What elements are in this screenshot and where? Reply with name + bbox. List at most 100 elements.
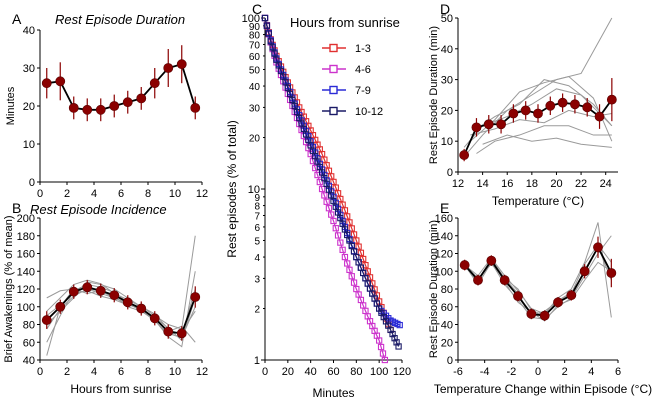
series-7-9: [261, 14, 403, 329]
y-tick-label: 40: [249, 82, 261, 93]
chart-title: Rest Episode Duration: [55, 12, 185, 27]
data-point: [508, 108, 519, 119]
x-tick-label: 6: [118, 366, 124, 378]
y-axis-label: Rest episodes (% of total): [225, 120, 239, 257]
y-tick-label: 9: [254, 193, 260, 204]
y-tick-label: 40: [441, 44, 453, 56]
data-point: [389, 330, 396, 338]
data-point: [350, 279, 358, 286]
y-tick-label: 70: [249, 40, 261, 51]
data-point: [286, 90, 294, 98]
data-point: [499, 275, 510, 286]
data-point: [321, 192, 328, 199]
data-point: [346, 219, 353, 226]
data-point: [353, 237, 360, 244]
x-tick-label: 0: [262, 366, 268, 378]
individual-line: [470, 109, 612, 136]
x-tick-label: 120: [393, 366, 411, 378]
series-line: [46, 63, 197, 111]
x-tick-label: 16: [501, 178, 513, 190]
data-point: [328, 211, 335, 218]
data-point: [579, 266, 590, 277]
data-point: [316, 178, 323, 186]
y-tick-label: 140: [435, 231, 453, 243]
legend-item: 7-9: [322, 85, 371, 97]
x-tick-label: 8: [145, 366, 151, 378]
data-point: [360, 255, 367, 263]
legend-label: 7-9: [355, 85, 371, 97]
data-point: [346, 266, 353, 273]
x-tick-label: 8: [145, 188, 151, 200]
x-tick-label: 24: [600, 178, 612, 190]
data-point: [606, 94, 617, 105]
y-tick-label: 2: [254, 305, 260, 316]
data-point: [82, 282, 93, 293]
data-point: [176, 328, 187, 339]
y-tick-label: 30: [441, 75, 453, 87]
data-point: [364, 268, 371, 275]
data-point: [473, 275, 483, 286]
data-point: [539, 310, 550, 321]
data-point: [339, 246, 346, 253]
individual-line: [476, 125, 612, 154]
data-point: [267, 38, 274, 45]
data-point: [332, 225, 339, 232]
panel-letter-e: E: [440, 200, 449, 216]
data-point: [55, 76, 66, 87]
y-tick-label: 10: [441, 136, 453, 148]
y-tick-label: 100: [435, 266, 453, 278]
y-tick-label: 90: [249, 22, 261, 33]
x-axis-label: Temperature (°C): [492, 194, 584, 208]
x-tick-label: 10: [169, 366, 181, 378]
data-point: [513, 291, 523, 301]
data-point: [163, 63, 174, 73]
data-point: [594, 111, 605, 122]
data-point: [533, 108, 543, 119]
data-point: [149, 313, 160, 324]
data-point: [486, 255, 497, 266]
data-point: [355, 243, 362, 250]
x-tick-label: 12: [196, 188, 208, 200]
data-point: [163, 326, 174, 337]
data-point: [68, 286, 79, 297]
data-point: [263, 22, 271, 29]
data-point: [379, 350, 387, 357]
legend-swatch-marker: [329, 43, 338, 53]
data-point: [109, 290, 120, 301]
x-tick-label: 12: [196, 366, 208, 378]
individual-line: [482, 134, 612, 148]
y-tick-label: 40: [23, 355, 35, 367]
x-tick-label: 12: [452, 178, 464, 190]
x-tick-label: 100: [370, 366, 388, 378]
y-tick-label: 1: [254, 355, 260, 367]
y-tick-label: 30: [249, 103, 261, 114]
y-axis-label: Minutes: [5, 86, 17, 125]
data-point: [391, 335, 398, 342]
x-tick-label: 4: [91, 366, 97, 378]
data-point: [318, 185, 326, 193]
x-tick-label: 10: [169, 188, 181, 200]
y-tick-label: 7: [254, 211, 260, 222]
x-tick-label: 2: [64, 366, 70, 378]
data-point: [483, 119, 494, 130]
y-tick-label: 20: [441, 337, 453, 349]
data-point: [176, 59, 187, 70]
data-point: [341, 207, 349, 214]
y-tick-label: 10: [23, 139, 35, 151]
data-point: [325, 205, 333, 212]
data-point: [337, 239, 344, 246]
data-point: [122, 297, 133, 308]
legend-label: 1-3: [355, 43, 371, 55]
y-tick-label: 40: [23, 25, 35, 37]
individual-line: [463, 17, 613, 157]
y-tick-label: 6: [254, 223, 260, 234]
legend-item: 4-6: [322, 64, 371, 76]
data-point: [284, 84, 291, 92]
x-tick-label: 22: [575, 178, 587, 190]
legend-label: 10-12: [355, 106, 383, 118]
y-tick-label: 160: [17, 249, 35, 261]
chart-title: Rest Episode Incidence: [30, 202, 167, 217]
y-axis-label: Rest Episode Duration (min): [428, 220, 440, 358]
